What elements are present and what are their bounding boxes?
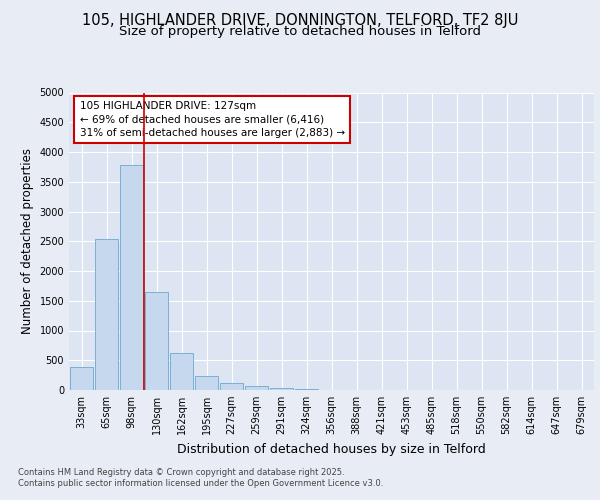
- X-axis label: Distribution of detached houses by size in Telford: Distribution of detached houses by size …: [177, 442, 486, 456]
- Bar: [145, 292, 168, 390]
- Text: 105, HIGHLANDER DRIVE, DONNINGTON, TELFORD, TF2 8JU: 105, HIGHLANDER DRIVE, DONNINGTON, TELFO…: [82, 12, 518, 28]
- Text: Size of property relative to detached houses in Telford: Size of property relative to detached ho…: [119, 25, 481, 38]
- Bar: [70, 368, 93, 390]
- Bar: [220, 384, 243, 390]
- Bar: [95, 239, 118, 390]
- Y-axis label: Number of detached properties: Number of detached properties: [21, 148, 34, 334]
- Bar: [245, 386, 268, 390]
- Bar: [195, 376, 218, 390]
- Bar: [270, 388, 293, 390]
- Bar: [170, 353, 193, 390]
- Text: Contains HM Land Registry data © Crown copyright and database right 2025.
Contai: Contains HM Land Registry data © Crown c…: [18, 468, 383, 487]
- Text: 105 HIGHLANDER DRIVE: 127sqm
← 69% of detached houses are smaller (6,416)
31% of: 105 HIGHLANDER DRIVE: 127sqm ← 69% of de…: [79, 102, 344, 138]
- Bar: [120, 165, 143, 390]
